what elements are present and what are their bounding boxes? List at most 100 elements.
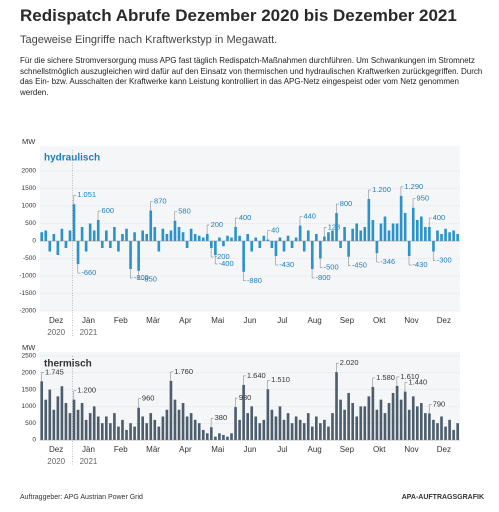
bar [226,436,229,440]
value-label: -850 [142,275,157,284]
value-label: 950 [417,194,430,203]
value-label: 400 [239,213,252,222]
value-label: 960 [142,394,155,403]
bar [407,241,411,257]
y-tick-label: 500 [25,220,36,227]
bar [270,409,274,440]
bar [282,241,286,252]
bar [177,409,181,440]
bar [286,235,290,241]
year-label: 2021 [80,328,98,337]
bar [355,223,359,241]
value-label: -400 [219,259,234,268]
y-tick-label: -1000 [19,273,36,280]
bar [113,413,116,440]
bar [383,216,387,241]
bar [343,227,346,241]
bar [428,413,431,440]
x-tick-label: Feb [114,316,128,325]
bar [234,227,237,241]
bar [258,241,262,248]
value-label: 790 [433,399,446,408]
bar [64,241,68,248]
bar [444,426,447,440]
bar [201,429,205,440]
value-label: 1.745 [45,367,64,376]
y-tick-label: 1500 [22,185,37,192]
x-tick-label: Aug [307,445,321,454]
bar [363,227,367,241]
bar [375,241,379,254]
value-label: -430 [279,260,294,269]
bar [197,235,201,241]
bar [355,416,359,440]
bar [92,230,96,241]
bar [270,241,274,248]
bar [185,416,189,440]
bar [411,396,415,440]
bar [420,216,423,241]
series-label: thermisch [44,359,92,370]
value-label: 440 [303,212,316,221]
bar [343,409,346,440]
bar [133,426,136,440]
bar [319,241,322,259]
bar [306,413,310,440]
value-label: -450 [352,261,367,270]
bar [145,423,149,440]
y-tick-label: 1000 [22,403,37,410]
x-tick-label: Dez [49,445,63,454]
x-tick-label: Jun [244,445,257,454]
y-tick-label: 0 [32,238,36,245]
bar [440,234,443,241]
bar [274,416,278,440]
bar [193,419,197,440]
x-tick-label: Nov [404,445,418,454]
bar [262,235,266,241]
bar [335,372,338,440]
bar [310,426,314,440]
bar [399,195,403,241]
bar [424,413,427,440]
bar [254,416,258,440]
x-tick-label: Sep [340,445,355,454]
bar [105,416,108,440]
bar [157,426,161,440]
value-label: -800 [316,273,331,282]
x-tick-label: Okt [373,445,386,454]
bar [339,241,342,248]
bar [121,419,124,440]
bar [129,241,132,269]
year-label: 2020 [47,457,65,466]
bar [181,403,185,440]
bar [193,234,197,241]
bar [189,413,193,440]
value-label: 1.200 [77,386,96,395]
bar [109,241,112,248]
value-label: 40 [271,226,279,235]
bar [327,232,330,241]
bar [415,220,419,241]
bar [84,419,88,440]
bar [359,406,363,440]
bar [278,406,282,440]
unit-label: MW [22,343,36,352]
bar [177,227,181,241]
bar [347,241,350,257]
bar [258,423,262,440]
bar [452,230,455,241]
value-label: 1.640 [247,371,266,380]
bar [403,213,407,241]
bar [230,433,233,440]
year-label: 2021 [80,457,98,466]
bar [157,241,161,252]
x-tick-label: Jul [277,445,287,454]
bar [274,241,278,257]
bar [315,416,318,440]
value-label: -300 [437,255,452,264]
value-label: 980 [239,393,252,402]
footer-right: APA-AUFTRAGSGRAFIK [402,494,484,501]
bar [246,413,249,440]
bar [218,433,221,440]
bar [242,384,245,440]
